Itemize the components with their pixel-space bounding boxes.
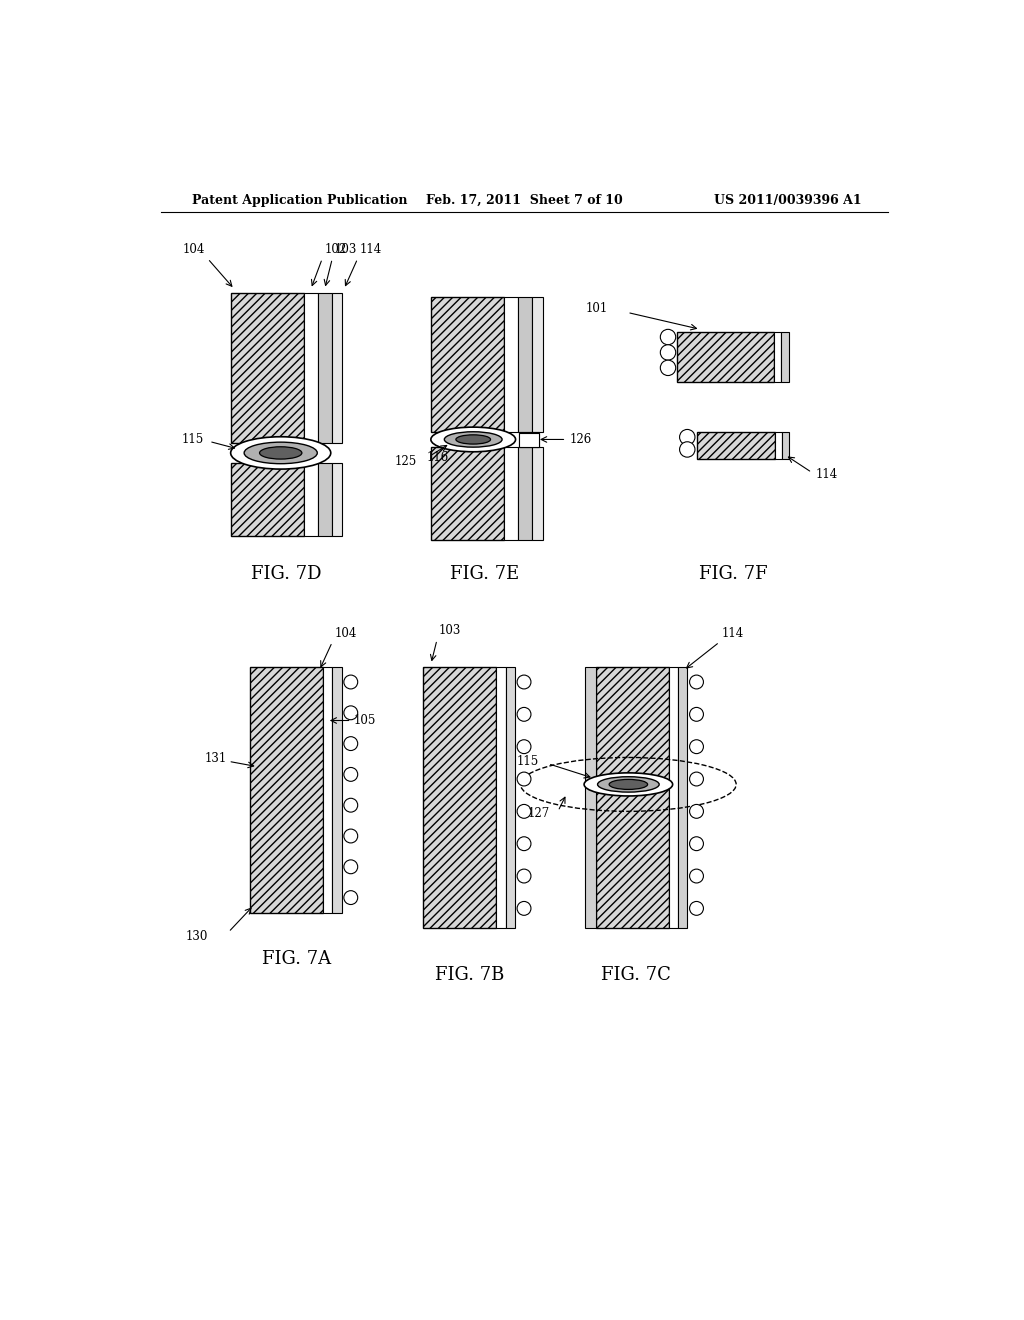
Circle shape — [344, 829, 357, 843]
Text: 105: 105 — [354, 714, 376, 727]
Bar — [431, 297, 504, 432]
Circle shape — [344, 799, 357, 812]
Bar — [317, 293, 332, 444]
Text: 103: 103 — [438, 624, 461, 638]
Bar — [519, 432, 539, 447]
Text: 104: 104 — [183, 243, 205, 256]
Text: 102: 102 — [325, 243, 347, 256]
Bar — [504, 447, 518, 540]
Bar — [696, 432, 775, 459]
Bar — [304, 293, 317, 444]
Bar — [332, 462, 342, 536]
Circle shape — [689, 837, 703, 850]
Circle shape — [344, 891, 357, 904]
Ellipse shape — [598, 776, 659, 792]
Circle shape — [689, 739, 703, 754]
Circle shape — [517, 902, 531, 915]
Ellipse shape — [259, 446, 302, 459]
Text: 130: 130 — [185, 929, 208, 942]
Ellipse shape — [230, 437, 331, 469]
Text: 114: 114 — [722, 627, 744, 640]
Bar — [531, 447, 543, 540]
Circle shape — [344, 706, 357, 719]
Text: 101: 101 — [586, 302, 608, 315]
Bar — [317, 462, 332, 536]
Ellipse shape — [444, 432, 502, 447]
Bar — [782, 432, 788, 459]
Text: FIG. 7C: FIG. 7C — [601, 966, 671, 983]
Text: 103: 103 — [335, 243, 357, 256]
Circle shape — [517, 804, 531, 818]
Circle shape — [660, 360, 676, 376]
Circle shape — [517, 837, 531, 850]
Bar — [332, 293, 342, 444]
Bar — [775, 432, 782, 459]
Bar — [304, 462, 317, 536]
Text: FIG. 7F: FIG. 7F — [698, 565, 767, 583]
Circle shape — [344, 737, 357, 751]
Bar — [669, 667, 678, 928]
Circle shape — [660, 330, 676, 345]
Bar — [504, 297, 518, 432]
Text: FIG. 7E: FIG. 7E — [451, 565, 519, 583]
Text: US 2011/0039396 A1: US 2011/0039396 A1 — [715, 194, 862, 207]
Circle shape — [344, 859, 357, 874]
Text: 116: 116 — [427, 451, 450, 465]
Text: FIG. 7B: FIG. 7B — [434, 966, 504, 983]
Circle shape — [689, 902, 703, 915]
Text: FIG. 7D: FIG. 7D — [251, 565, 322, 583]
Ellipse shape — [244, 442, 317, 463]
Bar — [230, 462, 304, 536]
Circle shape — [689, 675, 703, 689]
Text: 127: 127 — [528, 807, 550, 820]
Circle shape — [517, 772, 531, 785]
Bar — [518, 297, 531, 432]
Text: Patent Application Publication: Patent Application Publication — [193, 194, 408, 207]
Bar — [506, 667, 515, 928]
Bar — [677, 331, 773, 381]
Bar — [431, 447, 504, 540]
Circle shape — [517, 869, 531, 883]
Circle shape — [517, 708, 531, 721]
Circle shape — [680, 442, 695, 457]
Circle shape — [689, 869, 703, 883]
Circle shape — [344, 767, 357, 781]
Bar — [585, 667, 596, 928]
Text: 115: 115 — [181, 433, 204, 446]
Circle shape — [689, 772, 703, 785]
Text: 126: 126 — [569, 433, 592, 446]
Ellipse shape — [584, 774, 673, 796]
Text: 125: 125 — [394, 454, 417, 467]
Circle shape — [517, 675, 531, 689]
Bar — [423, 667, 497, 928]
Circle shape — [689, 708, 703, 721]
Text: 114: 114 — [816, 467, 838, 480]
Text: Feb. 17, 2011  Sheet 7 of 10: Feb. 17, 2011 Sheet 7 of 10 — [426, 194, 624, 207]
Bar — [230, 293, 304, 444]
Bar — [323, 667, 333, 913]
Circle shape — [517, 739, 531, 754]
Ellipse shape — [456, 434, 490, 444]
Text: 104: 104 — [335, 627, 357, 640]
Text: FIG. 7A: FIG. 7A — [261, 950, 331, 968]
Text: 114: 114 — [360, 243, 382, 256]
Bar — [250, 667, 323, 913]
Bar — [333, 667, 342, 913]
Bar — [519, 433, 539, 447]
Circle shape — [689, 804, 703, 818]
Ellipse shape — [431, 428, 515, 451]
Bar — [518, 447, 531, 540]
Circle shape — [680, 429, 695, 445]
Bar — [678, 667, 687, 928]
Circle shape — [344, 675, 357, 689]
Bar — [531, 297, 543, 432]
Bar — [773, 331, 781, 381]
Text: 115: 115 — [516, 755, 539, 768]
Bar — [497, 667, 506, 928]
Bar — [596, 667, 669, 928]
Text: 131: 131 — [205, 752, 226, 766]
Ellipse shape — [609, 779, 647, 789]
Bar — [781, 331, 788, 381]
Circle shape — [660, 345, 676, 360]
